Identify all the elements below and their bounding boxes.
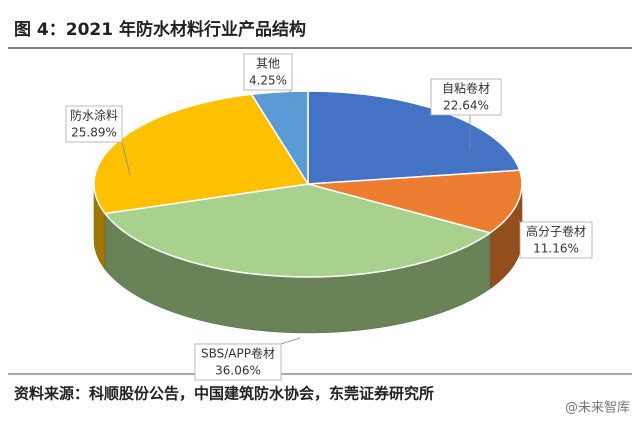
label-box	[519, 221, 593, 259]
value-label: 22.64%	[443, 99, 489, 113]
leader-line	[121, 141, 131, 176]
chart-title: 图 4：2021 年防水材料行业产品结构	[14, 19, 306, 40]
slice-label: 防水涂料	[70, 108, 118, 123]
label-box	[430, 78, 502, 116]
leader-line	[280, 337, 301, 345]
slice	[103, 183, 492, 278]
label-box	[243, 53, 293, 91]
pie: 自粘卷材 22.64% 高分子卷材 11.16% SBS/APP卷材 36.06% 防水涂料…	[65, 53, 593, 381]
slice	[250, 90, 309, 187]
label-box	[194, 343, 282, 381]
slice-label: SBS/APP卷材	[201, 346, 275, 361]
slice	[307, 169, 523, 234]
source: 资料来源：科顺股份公告，中国建筑防水协会，东莞证券研究所	[14, 385, 434, 403]
slice-label: 其他	[256, 57, 280, 71]
value-label: 11.16%	[533, 242, 579, 256]
value-label: 36.06%	[215, 364, 261, 378]
value-label: 4.25%	[249, 74, 287, 88]
watermark: @未来智库	[565, 400, 630, 416]
label-box	[65, 105, 123, 143]
slice-label: 高分子卷材	[526, 224, 586, 239]
slice-label: 自粘卷材	[442, 81, 490, 96]
value-label: 25.89%	[71, 126, 117, 140]
